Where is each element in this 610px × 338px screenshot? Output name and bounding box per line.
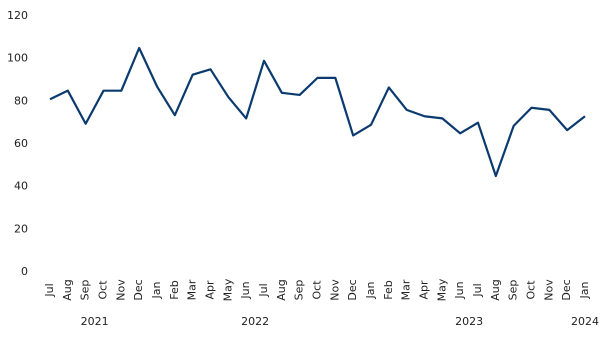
x-tick-label: Apr (204, 280, 217, 300)
x-tick-label: Oct (311, 280, 324, 300)
x-tick-label: Dec (346, 279, 359, 300)
x-tick-label: Aug (489, 279, 502, 300)
x-tick-label: Jul (471, 283, 484, 297)
year-label: 2023 (455, 315, 483, 328)
x-tick-label: Oct (97, 280, 110, 300)
x-tick-label: Sep (507, 280, 520, 301)
x-tick-label: May (435, 278, 448, 301)
x-tick-label: Oct (525, 280, 538, 300)
year-label: 2021 (81, 315, 109, 328)
x-tick-label: Mar (400, 279, 413, 300)
x-tick-label: Dec (560, 279, 573, 300)
x-tick-label: Jan (150, 281, 163, 299)
x-tick-label: May (221, 278, 234, 301)
y-tick-label: 100 (7, 52, 28, 65)
x-tick-label: Nov (328, 279, 341, 301)
x-tick-label: Jan (578, 281, 591, 299)
y-tick-label: 120 (7, 9, 28, 22)
x-tick-label: Feb (168, 280, 181, 299)
x-tick-label: Jun (239, 281, 252, 299)
x-tick-label: Jan (364, 281, 377, 299)
year-label: 2024 (571, 315, 599, 328)
y-tick-label: 80 (14, 94, 28, 107)
year-label: 2022 (241, 315, 269, 328)
x-tick-label: Jun (453, 281, 466, 299)
x-tick-label: Aug (61, 279, 74, 300)
x-tick-label: Dec (132, 279, 145, 300)
y-tick-label: 0 (21, 265, 28, 278)
x-tick-label: Nov (114, 279, 127, 301)
x-tick-label: Sep (79, 280, 92, 301)
y-tick-label: 60 (14, 137, 28, 150)
x-tick-label: Nov (542, 279, 555, 301)
x-tick-label: Jul (43, 283, 56, 297)
x-tick-label: Aug (275, 279, 288, 300)
x-tick-label: Apr (418, 280, 431, 300)
y-tick-label: 40 (14, 180, 28, 193)
x-tick-label: Feb (382, 280, 395, 299)
x-tick-label: Mar (186, 279, 199, 300)
x-tick-label: Sep (293, 280, 306, 301)
line-series (49, 46, 586, 178)
y-tick-label: 20 (14, 222, 28, 235)
x-tick-label: Jul (257, 283, 270, 297)
